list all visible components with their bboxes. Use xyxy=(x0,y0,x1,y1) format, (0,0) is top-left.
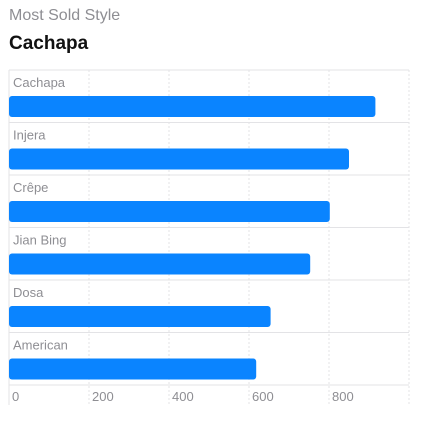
bar xyxy=(9,96,376,117)
category-label: Cachapa xyxy=(13,75,66,90)
category-label: Injera xyxy=(13,128,46,143)
chart-header: Most Sold Style Cachapa xyxy=(9,6,120,56)
bar xyxy=(9,306,271,327)
category-label: Crêpe xyxy=(13,180,48,195)
bar xyxy=(9,201,330,222)
category-label: Jian Bing xyxy=(13,233,66,248)
chart-title: Cachapa xyxy=(9,33,89,54)
x-tick-label: 0 xyxy=(12,389,19,404)
chart-subtitle: Most Sold Style xyxy=(9,7,121,24)
x-tick-label: 600 xyxy=(252,389,274,404)
x-tick-label: 800 xyxy=(332,389,354,404)
x-tick-label: 200 xyxy=(92,389,114,404)
category-label: Dosa xyxy=(13,285,44,300)
x-tick-label: 400 xyxy=(172,389,194,404)
bar xyxy=(9,253,311,275)
category-label: American xyxy=(13,338,68,353)
bar xyxy=(9,358,257,380)
bar xyxy=(9,148,349,170)
